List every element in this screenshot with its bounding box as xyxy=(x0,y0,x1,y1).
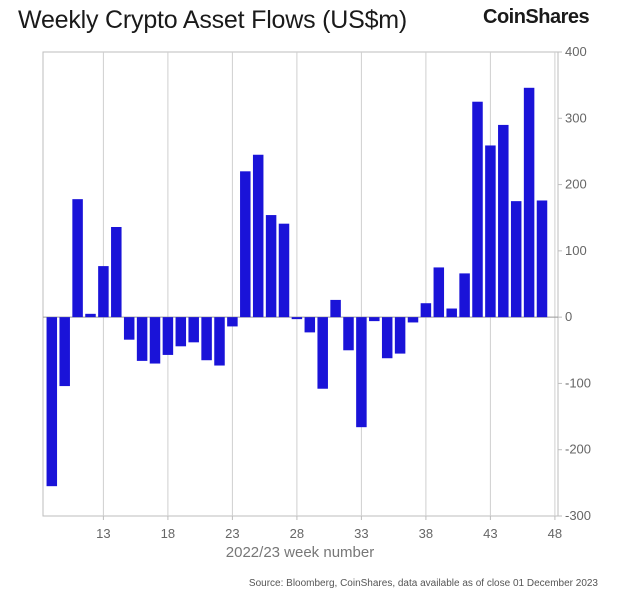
bars xyxy=(46,87,548,487)
bar-week-22 xyxy=(214,317,225,366)
bar-week-35 xyxy=(381,317,393,359)
x-axis-label: 2022/23 week number xyxy=(226,544,374,561)
bar-week-13 xyxy=(98,266,109,318)
bar-week-10 xyxy=(59,317,70,387)
bar-week-21 xyxy=(201,317,212,361)
x-tick-label-43: 43 xyxy=(483,526,497,541)
coinshares-logo: CoinShares xyxy=(483,6,590,28)
bar-week-45 xyxy=(510,201,522,318)
bar-week-20 xyxy=(188,317,199,343)
bar-week-47 xyxy=(536,200,548,318)
bar-week-39 xyxy=(433,267,445,318)
chart-title: Weekly Crypto Asset Flows (US$m) xyxy=(18,6,408,34)
bar-week-27 xyxy=(278,223,290,318)
y-tick-label--300: -300 xyxy=(565,508,591,523)
y-tick-label-400: 400 xyxy=(565,44,587,59)
bar-week-19 xyxy=(175,317,187,347)
bar-week-25 xyxy=(252,154,264,318)
bar-week-32 xyxy=(343,317,354,351)
bar-week-14 xyxy=(111,226,122,318)
bar-week-41 xyxy=(459,273,470,318)
bar-week-24 xyxy=(240,171,251,318)
x-tick-label-28: 28 xyxy=(290,526,304,541)
bar-week-36 xyxy=(394,317,406,354)
bar-week-16 xyxy=(136,317,148,361)
y-tick-label-200: 200 xyxy=(565,177,587,192)
x-tick-label-33: 33 xyxy=(354,526,368,541)
bar-week-43 xyxy=(485,145,496,318)
bar-week-17 xyxy=(149,317,161,364)
bar-week-31 xyxy=(330,299,341,318)
x-tick-label-18: 18 xyxy=(161,526,175,541)
bar-week-30 xyxy=(317,317,328,389)
bar-week-12 xyxy=(85,313,96,318)
bar-week-11 xyxy=(72,199,83,318)
bar-week-46 xyxy=(523,87,535,318)
y-tick-label-300: 300 xyxy=(565,110,587,125)
y-tick-label--100: -100 xyxy=(565,375,591,390)
bar-week-34 xyxy=(369,317,380,322)
bar-week-37 xyxy=(407,317,419,323)
y-tick-label-100: 100 xyxy=(565,243,587,258)
bar-week-9 xyxy=(46,317,58,487)
bar-week-44 xyxy=(498,124,509,318)
x-tick-label-38: 38 xyxy=(419,526,433,541)
bar-week-29 xyxy=(304,317,316,333)
bar-week-18 xyxy=(162,317,174,355)
bar-week-38 xyxy=(420,303,432,318)
y-tick-label--200: -200 xyxy=(565,442,591,457)
x-tick-label-13: 13 xyxy=(96,526,110,541)
bar-week-28 xyxy=(291,317,303,320)
y-tick-label-0: 0 xyxy=(565,309,572,324)
bar-week-15 xyxy=(123,317,135,340)
x-tick-label-23: 23 xyxy=(225,526,239,541)
plot-frame xyxy=(42,51,559,517)
x-axis-ticks: 13 18 23 28 33 38 43 48 xyxy=(96,516,562,541)
x-tick-label-48: 48 xyxy=(548,526,562,541)
bar-week-42 xyxy=(472,101,483,318)
y-axis-ticks: 400 300 200 100 0 -100 -200 -300 xyxy=(558,44,591,523)
bar-week-33 xyxy=(356,317,367,428)
bar-week-40 xyxy=(446,308,457,318)
bar-week-23 xyxy=(227,317,238,327)
bar-week-26 xyxy=(265,215,277,318)
source-note: Source: Bloomberg, CoinShares, data avai… xyxy=(248,578,598,589)
